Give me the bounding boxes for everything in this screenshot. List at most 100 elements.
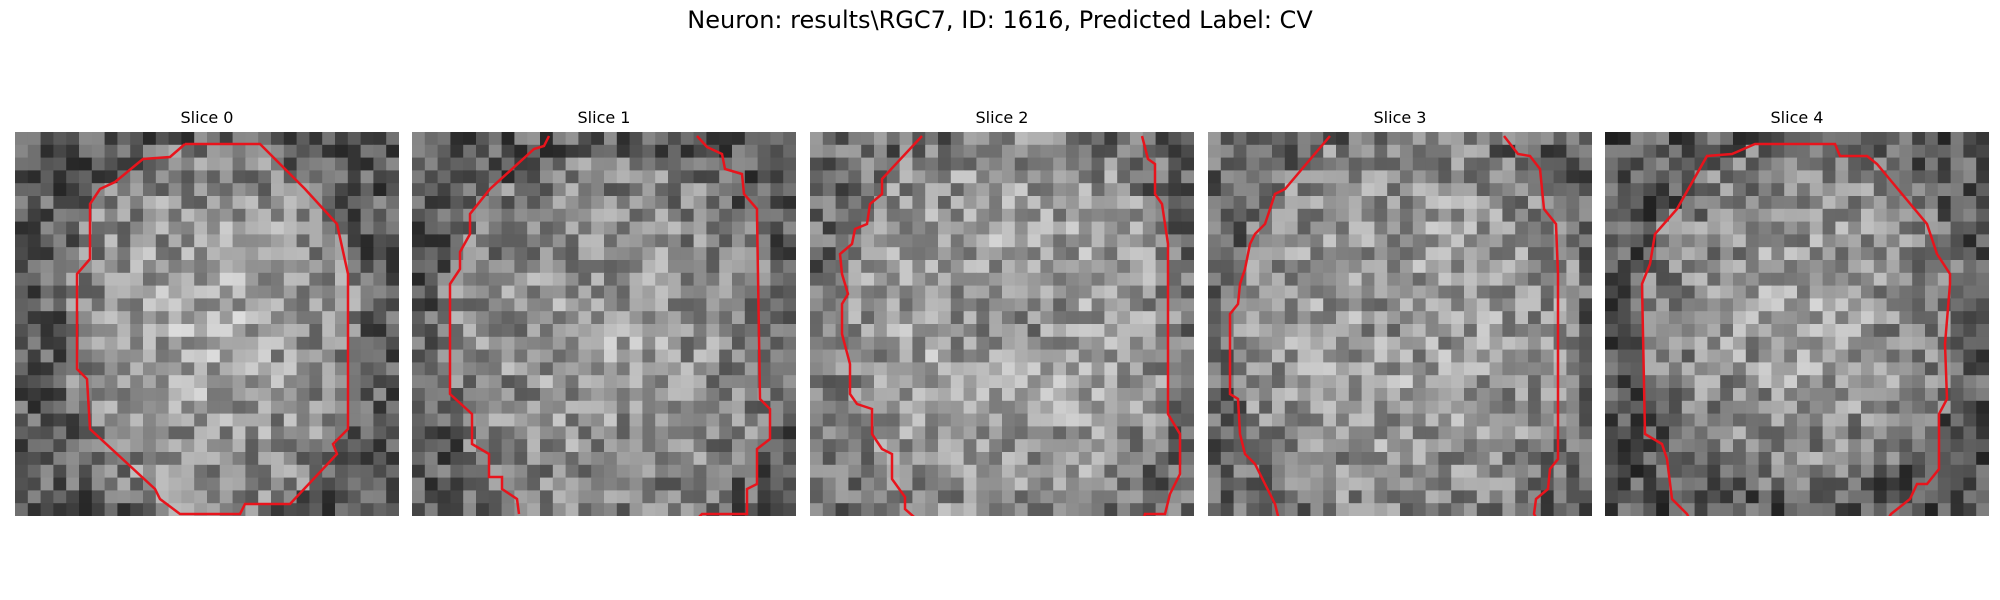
pixel-cell (1451, 336, 1465, 351)
pixel-cell (565, 464, 579, 479)
pixel-cell (886, 196, 901, 210)
pixel-cell (565, 234, 579, 248)
pixel-cell (1412, 336, 1427, 351)
pixel-cell (565, 400, 579, 415)
pixel-cell (899, 375, 913, 389)
pixel-cell (783, 426, 796, 440)
pixel-cell (1464, 336, 1478, 351)
pixel-cell (989, 208, 1003, 223)
pixel-cell (1617, 311, 1632, 325)
pixel-cell (1771, 311, 1785, 325)
pixel-cell (668, 349, 682, 363)
pixel-cell (629, 221, 643, 235)
pixel-cell (437, 426, 451, 440)
pixel-cell (437, 272, 451, 287)
pixel-cell (591, 196, 605, 210)
pixel-cell (1540, 132, 1555, 146)
pixel-cell (1374, 452, 1388, 466)
pixel-cell (976, 285, 990, 299)
pixel-cell (925, 362, 939, 376)
pixel-cell (1336, 311, 1350, 325)
pixel-cell (1617, 208, 1632, 223)
pixel-cell (412, 234, 426, 248)
pixel-cell (1848, 362, 1862, 376)
pixel-cell (1797, 144, 1811, 159)
pixel-cell (53, 413, 67, 427)
pixel-cell (283, 336, 298, 351)
pixel-cell (1976, 260, 1989, 274)
pixel-cell (1297, 260, 1311, 274)
pixel-cell (1208, 221, 1222, 235)
pixel-cell (283, 362, 298, 376)
pixel-cell (412, 452, 426, 466)
pixel-cell (1771, 221, 1785, 235)
pixel-cell (386, 400, 399, 415)
pixel-cell (130, 183, 144, 197)
pixel-cell (848, 336, 862, 351)
pixel-cell (66, 439, 80, 453)
pixel-cell (1643, 298, 1657, 312)
pixel-cell (591, 477, 605, 491)
pixel-cell (642, 375, 656, 389)
pixel-cell (668, 400, 682, 415)
pixel-cell (1733, 285, 1747, 299)
pixel-cell (514, 477, 528, 491)
pixel-cell (1656, 298, 1670, 312)
pixel-cell (1822, 170, 1836, 184)
pixel-cell (1451, 247, 1465, 261)
pixel-cell (770, 439, 784, 453)
pixel-cell (514, 464, 528, 479)
pixel-cell (989, 247, 1003, 261)
pixel-cell (207, 311, 221, 325)
pixel-cell (1053, 170, 1067, 184)
pixel-cell (1027, 503, 1041, 516)
pixel-cell (207, 375, 221, 389)
pixel-cell (488, 490, 503, 504)
pixel-cell (1336, 400, 1350, 415)
pixel-cell (1963, 490, 1977, 504)
pixel-cell (360, 477, 374, 491)
pixel-cell (719, 439, 733, 453)
pixel-cell (1553, 170, 1567, 184)
pixel-cell (1822, 375, 1836, 389)
pixel-cell (296, 336, 310, 351)
pixel-cell (27, 426, 42, 440)
pixel-cell (1181, 272, 1194, 287)
pixel-cell (848, 298, 862, 312)
pixel-cell (1259, 362, 1273, 376)
pixel-cell (1771, 388, 1785, 402)
pixel-cell (66, 157, 80, 171)
pixel-cell (706, 157, 720, 171)
pixel-cell (1963, 324, 1977, 338)
pixel-cell (1605, 503, 1619, 516)
pixel-cell (258, 336, 272, 351)
pixel-cell (1605, 452, 1619, 466)
pixel-cell (1771, 490, 1785, 504)
pixel-cell (861, 477, 875, 491)
pixel-cell (1950, 144, 1964, 159)
pixel-cell (1694, 298, 1708, 312)
pixel-cell (1873, 464, 1888, 479)
pixel-cell (642, 439, 656, 453)
pixel-cell (565, 388, 579, 402)
pixel-cell (1412, 298, 1427, 312)
pixel-cell (1566, 196, 1580, 210)
pixel-cell (232, 375, 246, 389)
pixel-cell (1246, 311, 1260, 325)
pixel-cell (245, 375, 259, 389)
pixel-cell (642, 400, 656, 415)
pixel-cell (1758, 452, 1772, 466)
pixel-cell (1323, 196, 1337, 210)
pixel-cell (1117, 375, 1131, 389)
pixel-cell (668, 260, 682, 274)
pixel-cell (668, 132, 682, 146)
pixel-cell (1027, 426, 1041, 440)
pixel-cell (527, 247, 541, 261)
pixel-cell (360, 298, 374, 312)
pixel-cell (810, 336, 824, 351)
pixel-cell (668, 272, 682, 287)
pixel-cell (1246, 196, 1260, 210)
pixel-cell (1130, 221, 1144, 235)
pixel-cell (1784, 400, 1798, 415)
pixel-cell (1540, 503, 1555, 516)
